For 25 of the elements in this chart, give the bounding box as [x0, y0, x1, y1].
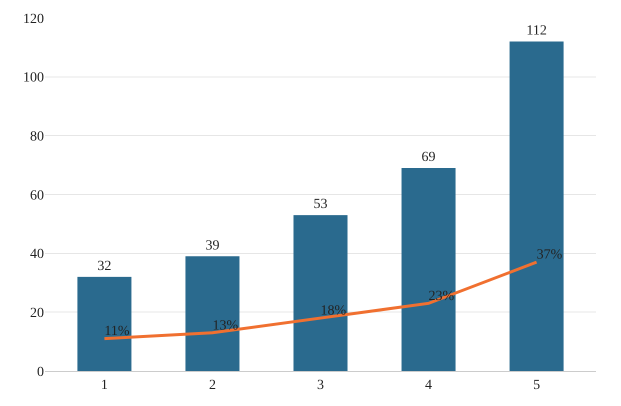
x-tick-label: 4: [425, 378, 432, 393]
bar: [510, 42, 564, 371]
x-tick-label: 3: [317, 378, 324, 393]
y-tick-label: 40: [30, 247, 44, 262]
data-label: 11%: [104, 324, 130, 340]
x-tick-label: 2: [208, 378, 216, 393]
y-tick-label: 100: [23, 70, 44, 86]
y-tick-label: 20: [30, 306, 44, 322]
bar: [402, 168, 456, 371]
bar: [77, 276, 132, 371]
data-label: 32: [97, 258, 112, 274]
data-label: 37%: [536, 248, 563, 263]
y-tick-label: 0: [37, 364, 44, 380]
data-label: 18%: [320, 304, 346, 319]
bar: [185, 256, 240, 371]
data-label: 69: [422, 150, 436, 166]
data-label: 39: [205, 238, 220, 254]
bar: [293, 215, 348, 371]
y-tick-label: 80: [30, 130, 44, 145]
y-tick-label: 60: [30, 188, 44, 204]
data-label: 112: [526, 24, 547, 39]
y-tick-label: 120: [23, 12, 44, 27]
data-label: 53: [314, 197, 328, 212]
x-tick-label: 1: [100, 378, 108, 393]
x-tick-label: 5: [533, 378, 540, 393]
